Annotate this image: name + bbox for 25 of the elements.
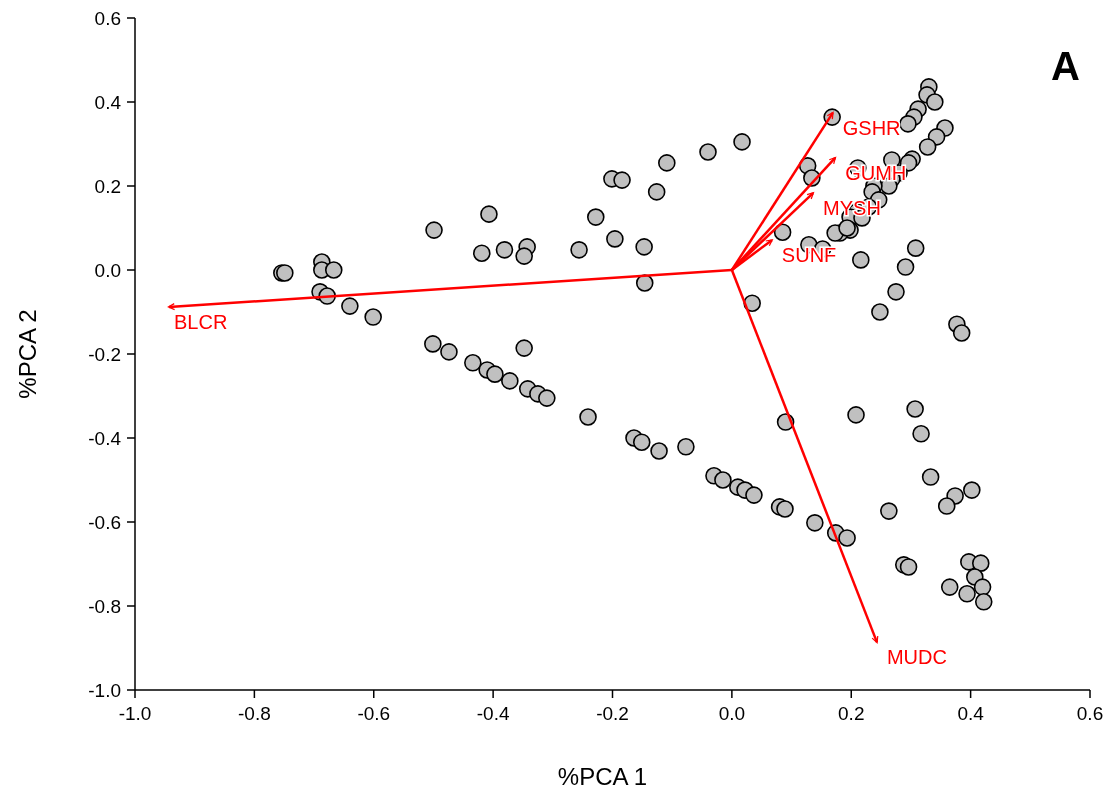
x-tick-label: -1.0 — [118, 703, 152, 724]
annotation: A — [1051, 44, 1080, 88]
x-tick-label: -0.6 — [357, 703, 391, 724]
series-label: GSHR — [842, 116, 901, 139]
x-tick-label: -0.2 — [596, 703, 629, 724]
y-tick-label: -0.8 — [88, 596, 121, 617]
y-tick-label: 0.0 — [94, 260, 121, 281]
y-tick-label: 0.6 — [94, 8, 121, 29]
y-tick-label: -0.6 — [88, 512, 121, 533]
x-tick-label: 0.0 — [718, 703, 746, 724]
x-tick-label: 0.2 — [838, 703, 865, 724]
x-tick-label: 0.6 — [1076, 703, 1104, 724]
x-tick-label: -0.4 — [476, 703, 510, 724]
series-label: BLCR — [174, 310, 228, 333]
y-tick-label: -1.0 — [88, 680, 121, 701]
y-tick-label: 0.2 — [94, 176, 121, 197]
series-label: SUNF — [781, 244, 837, 267]
y-tick-label: -0.4 — [88, 428, 122, 449]
x-tick-label: 0.4 — [957, 703, 985, 724]
x-tick-label: -0.8 — [238, 703, 271, 724]
y-axis-title: %PCA 2 — [14, 309, 41, 399]
series-label: MUDC — [886, 646, 947, 669]
x-axis-title: %PCA 1 — [557, 763, 648, 790]
y-tick-label: 0.4 — [94, 92, 122, 113]
y-tick-label: -0.2 — [88, 344, 121, 365]
